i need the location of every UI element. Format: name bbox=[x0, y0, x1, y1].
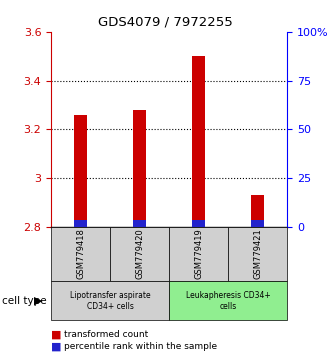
Bar bbox=[251, 195, 264, 227]
Bar bbox=[133, 221, 146, 227]
Bar bbox=[133, 110, 146, 227]
Bar bbox=[251, 221, 264, 227]
Text: cell type: cell type bbox=[2, 296, 46, 306]
Text: Leukapheresis CD34+
cells: Leukapheresis CD34+ cells bbox=[186, 291, 271, 310]
Text: Lipotransfer aspirate
CD34+ cells: Lipotransfer aspirate CD34+ cells bbox=[70, 291, 150, 310]
Text: ■: ■ bbox=[51, 330, 62, 339]
Bar bbox=[192, 221, 205, 227]
Text: GSM779420: GSM779420 bbox=[135, 229, 144, 279]
Text: ■: ■ bbox=[51, 341, 62, 351]
Text: GDS4079 / 7972255: GDS4079 / 7972255 bbox=[98, 16, 232, 29]
Text: transformed count: transformed count bbox=[64, 330, 148, 339]
Text: GSM779419: GSM779419 bbox=[194, 229, 203, 279]
Text: ▶: ▶ bbox=[34, 296, 42, 306]
Bar bbox=[74, 115, 87, 227]
Bar bbox=[192, 56, 205, 227]
Text: percentile rank within the sample: percentile rank within the sample bbox=[64, 342, 217, 351]
Text: GSM779421: GSM779421 bbox=[253, 229, 262, 279]
Text: GSM779418: GSM779418 bbox=[76, 229, 85, 279]
Bar bbox=[74, 221, 87, 227]
